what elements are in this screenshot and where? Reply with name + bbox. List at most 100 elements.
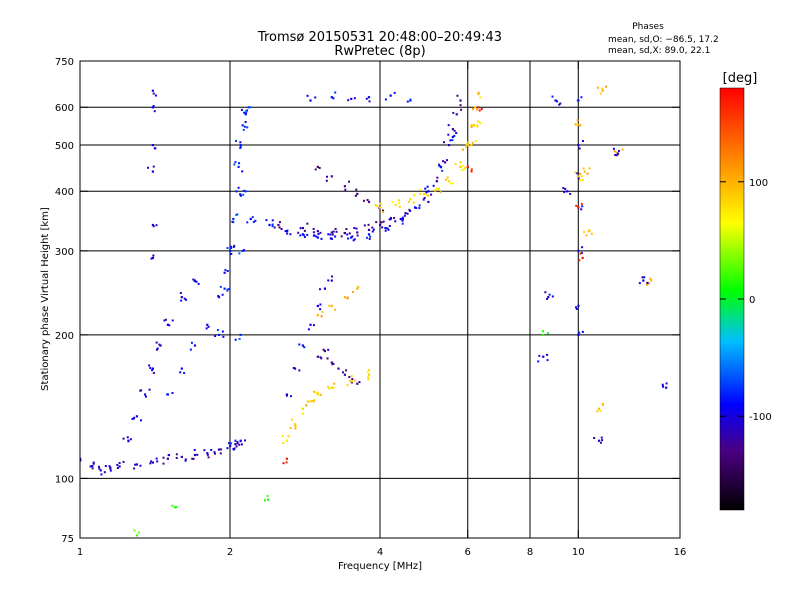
echo-point	[441, 169, 444, 172]
echo-point	[321, 311, 324, 314]
echo-point	[367, 233, 371, 236]
echo-point	[166, 393, 169, 396]
echo-point	[316, 230, 319, 233]
echo-point	[171, 504, 174, 507]
echo-point	[249, 106, 252, 109]
echo-point	[577, 333, 580, 337]
echo-point	[316, 165, 319, 169]
echo-point	[118, 465, 121, 468]
echo-point	[605, 85, 608, 88]
echo-point	[239, 143, 242, 147]
echo-point	[345, 369, 348, 372]
echo-point	[232, 221, 235, 224]
echo-point	[577, 143, 580, 147]
echo-point	[642, 279, 645, 282]
echo-point	[299, 234, 302, 237]
echo-point	[163, 319, 166, 322]
echo-point	[116, 466, 119, 469]
echo-point	[587, 230, 591, 233]
echo-point	[239, 333, 242, 337]
echo-point	[180, 455, 183, 458]
echo-point	[365, 236, 368, 239]
echo-point	[183, 372, 186, 375]
echo-point	[351, 378, 354, 381]
echo-point	[152, 254, 155, 257]
x-tick-label: 4	[377, 547, 383, 558]
echo-point	[334, 235, 337, 238]
echo-point	[475, 108, 478, 111]
echo-point	[613, 150, 616, 153]
echo-point	[131, 417, 134, 420]
echo-point	[447, 143, 451, 147]
echo-point	[579, 179, 582, 182]
echo-point	[312, 324, 315, 327]
echo-point	[206, 453, 209, 456]
echo-point	[224, 268, 227, 271]
echo-point	[153, 147, 156, 150]
echo-point	[455, 113, 458, 116]
echo-point	[148, 388, 151, 391]
echo-point	[473, 124, 476, 127]
echo-point	[293, 367, 297, 370]
echo-point	[252, 221, 255, 224]
echo-point	[306, 222, 309, 225]
echo-point	[236, 441, 239, 444]
echo-point	[372, 228, 375, 231]
echo-point	[581, 205, 584, 208]
echo-point	[300, 407, 303, 410]
echo-point	[575, 204, 578, 207]
echo-point	[350, 375, 353, 378]
echo-point	[346, 296, 349, 299]
echo-point	[388, 218, 391, 221]
echo-point	[326, 357, 329, 360]
echo-point	[330, 304, 333, 308]
echo-point	[615, 151, 618, 154]
echo-point	[466, 165, 469, 169]
echo-point	[399, 217, 402, 221]
echo-point	[348, 376, 351, 379]
echo-point	[303, 229, 306, 232]
echo-point	[351, 235, 354, 238]
echo-point	[585, 234, 588, 237]
echo-point	[151, 461, 155, 464]
echo-point	[476, 124, 479, 127]
echo-point	[621, 148, 624, 151]
echo-point	[237, 186, 240, 189]
echo-point	[332, 362, 335, 365]
echo-point	[424, 187, 427, 190]
echo-point	[97, 465, 100, 468]
echo-point	[583, 170, 586, 173]
echo-point	[302, 233, 305, 236]
echo-point	[173, 506, 177, 509]
echo-point	[281, 435, 284, 438]
echo-point	[459, 165, 462, 169]
echo-point	[334, 227, 337, 230]
echo-point	[320, 237, 323, 240]
grid-lines	[80, 61, 680, 538]
echo-point	[409, 198, 412, 201]
chart-subtitle: RwPretec (8p)	[334, 44, 425, 59]
echo-point	[273, 226, 276, 229]
echo-point	[104, 465, 107, 468]
echo-point	[447, 180, 451, 183]
echo-point	[240, 443, 243, 446]
echo-point	[401, 218, 404, 221]
echo-point	[285, 461, 288, 464]
echo-point	[453, 134, 456, 137]
y-tick-label: 500	[55, 141, 74, 152]
echo-point	[320, 315, 323, 318]
echo-point	[325, 179, 328, 182]
echo-point	[461, 168, 464, 171]
echo-point	[290, 418, 293, 421]
echo-point	[330, 96, 333, 99]
echo-point	[381, 226, 384, 229]
echo-point	[403, 214, 406, 217]
echo-point	[233, 244, 236, 247]
y-tick-label: 200	[55, 331, 74, 342]
echo-point	[614, 154, 617, 157]
echo-point	[152, 371, 155, 374]
echo-point	[350, 236, 353, 239]
echo-point	[566, 190, 569, 193]
echo-point	[367, 228, 371, 232]
echo-point	[228, 288, 231, 291]
